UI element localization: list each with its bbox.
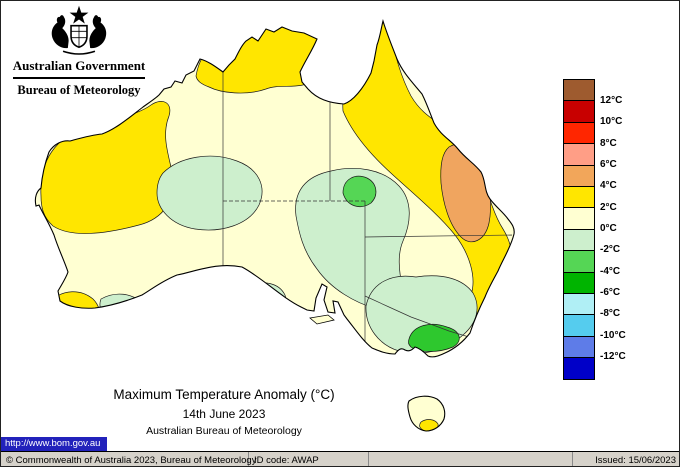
legend-label: -6°C <box>600 287 621 298</box>
legend-swatch <box>564 229 594 252</box>
map-subtitle: Australian Bureau of Meteorology <box>146 425 302 437</box>
copyright-text: © Commonwealth of Australia 2023, Bureau… <box>1 452 256 466</box>
australia-map <box>11 1 551 451</box>
legend-swatch <box>564 80 594 102</box>
legend-label: 12°C <box>600 95 623 106</box>
legend-label: 8°C <box>600 138 617 149</box>
status-bar: © Commonwealth of Australia 2023, Bureau… <box>1 451 679 466</box>
legend-label: 6°C <box>600 159 617 170</box>
temperature-legend: 12°C 10°C 8°C 6°C 4°C 2°C 0°C -2°C -4°C … <box>563 79 653 381</box>
legend-swatch <box>564 122 594 145</box>
legend-label: 0°C <box>600 223 617 234</box>
region-green-blob-victoria <box>408 324 460 352</box>
region-yellow-top-end <box>195 24 326 94</box>
region-yellow-tasmania-tip <box>419 419 439 431</box>
region-green-albany-coast <box>99 293 143 322</box>
legend-swatch <box>564 358 594 380</box>
legend-label: 4°C <box>600 180 617 191</box>
legend-label: -8°C <box>600 308 621 319</box>
legend-swatch <box>564 272 594 294</box>
legend-swatch <box>564 293 594 316</box>
legend-swatch <box>564 186 594 209</box>
legend-swatch <box>564 315 594 337</box>
legend-swatch <box>564 336 594 359</box>
legend-swatch <box>564 251 594 273</box>
legend-label: -2°C <box>600 244 621 255</box>
issued-text: Issued: 15/06/2023 <box>595 454 676 466</box>
region-green-central-wa <box>156 155 263 231</box>
region-green-west-coast <box>35 266 57 302</box>
government-title: Australian Government <box>12 58 146 73</box>
legend-label: -4°C <box>600 266 621 277</box>
legend-swatch <box>564 208 594 230</box>
legend-swatch <box>564 144 594 166</box>
bureau-title: Bureau of Meteorology <box>17 83 141 97</box>
url-bar: http://www.bom.gov.au <box>1 437 108 452</box>
legend-label: -12°C <box>600 351 626 362</box>
status-bar-spacer <box>369 452 573 466</box>
region-yellow-west-coast <box>35 241 56 278</box>
region-green-blob-centre <box>342 175 377 207</box>
legend-label: 10°C <box>600 116 623 127</box>
map-title: Maximum Temperature Anomaly (°C) <box>113 387 335 402</box>
state-borders <box>222 69 513 346</box>
coastline <box>34 18 515 432</box>
coat-of-arms-icon <box>51 5 107 55</box>
legend-swatch <box>564 101 594 123</box>
legend-label: 2°C <box>600 202 617 213</box>
id-code-text: ID code: AWAP <box>249 452 369 466</box>
legend-swatch <box>564 165 594 187</box>
region-yellow-northwest-wa <box>40 101 175 234</box>
legend-swatch-column <box>563 79 595 381</box>
legend-label: -10°C <box>600 330 626 341</box>
branding-divider <box>13 77 145 79</box>
map-date: 14th June 2023 <box>182 407 266 421</box>
map-title-block: Maximum Temperature Anomaly (°C) 14th Ju… <box>59 387 389 437</box>
region-green-central-australia <box>295 168 410 311</box>
branding-block: Australian Government Bureau of Meteorol… <box>11 5 147 98</box>
